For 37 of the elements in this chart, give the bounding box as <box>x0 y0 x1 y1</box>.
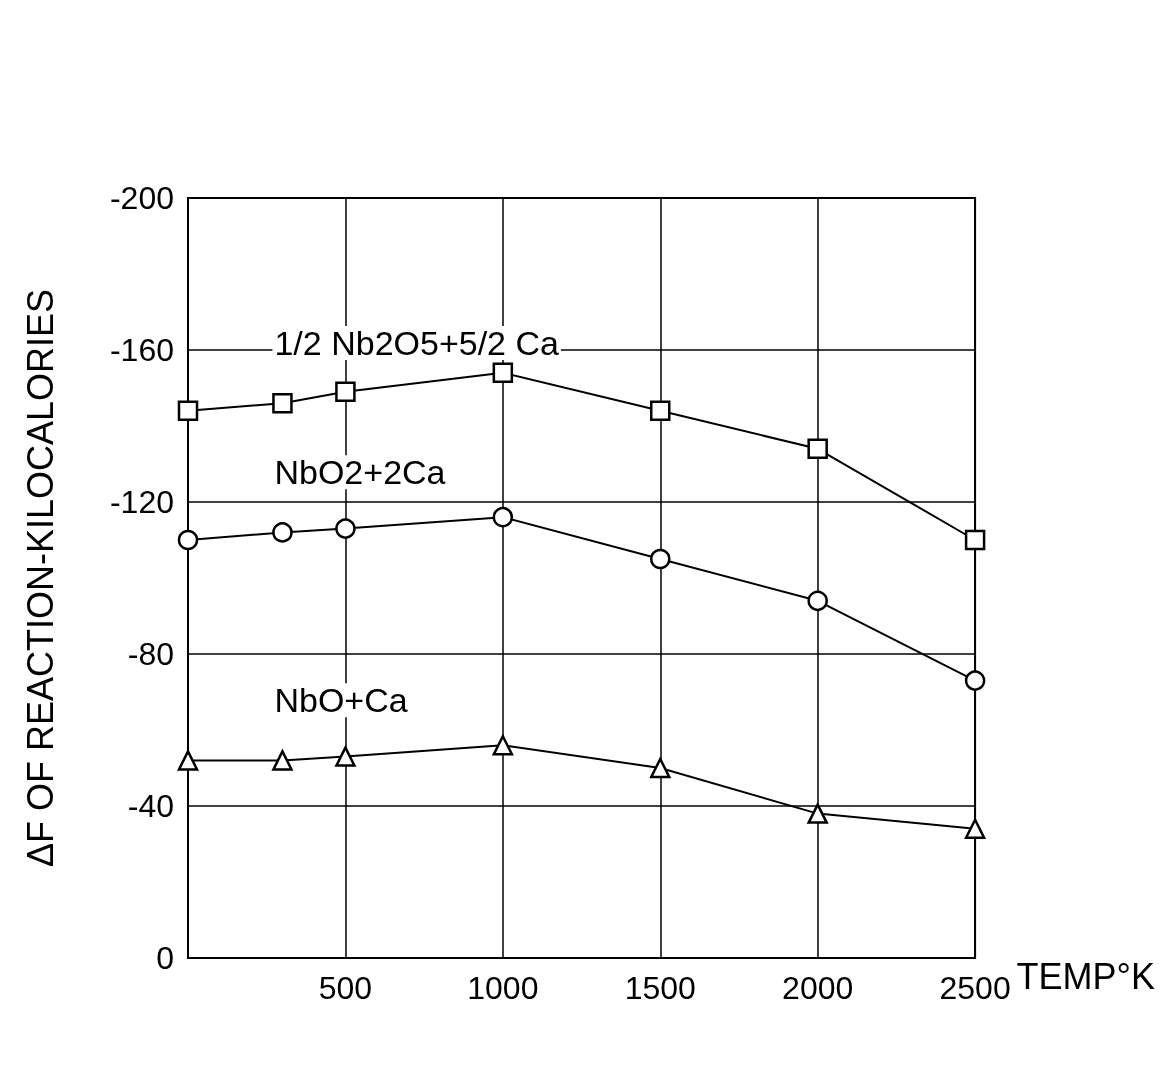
point <box>964 818 986 840</box>
point <box>177 750 199 771</box>
point <box>807 438 828 460</box>
y-tick-label: -120 <box>109 484 174 520</box>
point <box>650 757 671 779</box>
point <box>964 670 986 691</box>
x-tick-label: 500 <box>318 970 373 1006</box>
y-tick-label: -40 <box>127 788 174 824</box>
x-axis-title: TEMP°K <box>1016 955 1155 997</box>
series-label: 1/2 Nb2O5+5/2 Ca <box>274 323 560 362</box>
point <box>492 506 514 528</box>
x-tick-label: 1500 <box>624 970 696 1006</box>
point <box>807 590 828 612</box>
point <box>492 734 514 756</box>
point <box>492 362 514 384</box>
point <box>335 746 356 767</box>
point <box>650 548 671 570</box>
series-label: NbO+Ca <box>274 681 408 720</box>
point <box>964 529 986 551</box>
point <box>272 750 293 771</box>
y-tick-label: -160 <box>109 332 174 368</box>
point <box>807 803 828 824</box>
x-tick-label: 1000 <box>467 970 539 1006</box>
point <box>335 381 356 403</box>
point <box>272 522 293 543</box>
y-tick-label: -80 <box>127 636 174 672</box>
series-label: NbO2+2Ca <box>274 453 446 492</box>
point <box>650 400 671 422</box>
y-axis-title: ΔF OF REACTION-KILOCALORIES <box>19 288 61 868</box>
y-tick-label: -200 <box>109 180 174 216</box>
point <box>177 529 199 551</box>
point <box>177 400 199 422</box>
y-tick-label: 0 <box>156 940 174 976</box>
point <box>335 518 356 539</box>
point <box>272 392 293 414</box>
x-tick-label: 2500 <box>939 970 1011 1006</box>
x-tick-label: 2000 <box>782 970 854 1006</box>
